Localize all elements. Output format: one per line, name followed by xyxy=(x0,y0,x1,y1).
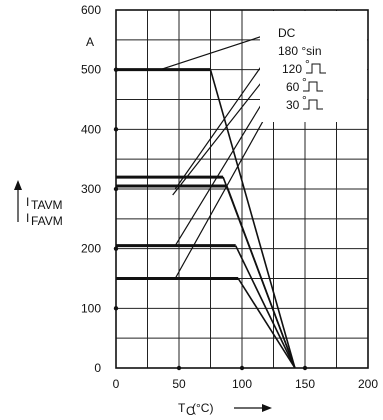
x-tick-dot xyxy=(302,365,308,371)
waveform-icon xyxy=(303,81,323,92)
x-tick-label: 200 xyxy=(358,377,378,391)
y-tick-dot xyxy=(113,246,119,251)
legend-label: 120 xyxy=(282,62,302,76)
y-tick-dot xyxy=(113,127,119,132)
series-derating xyxy=(234,245,296,369)
x-axis-arrow-head xyxy=(262,404,272,412)
legend-box xyxy=(260,11,367,122)
series-derating xyxy=(237,278,296,369)
y-tick-label: 300 xyxy=(81,182,101,196)
series-line xyxy=(116,277,296,369)
y-axis-arrow-head xyxy=(14,180,22,190)
y-tick-label: 0 xyxy=(94,361,101,375)
legend-label: DC xyxy=(278,26,296,40)
chart-ticks: 0 100 200 300 400 500 600 0 50 100 150 200 xyxy=(81,3,378,391)
leader-line xyxy=(174,50,273,190)
series-line xyxy=(116,184,296,369)
y-tick-label: 400 xyxy=(81,122,101,136)
legend-label: 30 xyxy=(286,98,300,112)
y-axis-sub-1: TAVM xyxy=(31,198,63,212)
y-unit-label: A xyxy=(86,35,94,49)
y-tick-label: 100 xyxy=(81,301,101,315)
leader-line xyxy=(174,104,273,279)
x-tick-dot xyxy=(176,365,182,371)
waveform-icon xyxy=(306,63,326,74)
legend-label: 60 xyxy=(286,80,300,94)
legend-label: 180 °sin xyxy=(278,44,322,58)
y-tick-label: 500 xyxy=(81,63,101,77)
x-tick-label: 0 xyxy=(113,377,120,391)
y-tick-dot xyxy=(113,67,119,72)
degree-icon: ° xyxy=(305,57,310,71)
x-tick-label: 50 xyxy=(172,377,186,391)
series-line xyxy=(116,244,296,369)
x-tick-label: 100 xyxy=(232,377,252,391)
leader-line xyxy=(172,68,273,196)
degree-icon: ° xyxy=(302,75,307,89)
y-tick-label: 600 xyxy=(81,3,101,17)
leader-line xyxy=(174,86,273,246)
x-tick-dot xyxy=(239,365,245,371)
x-axis-sub: C xyxy=(186,404,195,418)
x-axis-unit: (°C) xyxy=(192,401,213,415)
degree-icon: ° xyxy=(302,93,307,107)
series-derating xyxy=(226,185,296,369)
leader-line xyxy=(159,32,273,71)
waveform-icon xyxy=(303,99,323,110)
y-tick-label: 200 xyxy=(81,242,101,256)
chart-leaders xyxy=(159,32,273,279)
y-axis-label-2: I xyxy=(26,211,29,225)
y-axis-label-1: I xyxy=(26,195,29,209)
y-tick-dot xyxy=(113,186,119,192)
chart-series xyxy=(116,68,296,369)
y-axis-sub-2: FAVM xyxy=(31,214,63,228)
x-tick-label: 150 xyxy=(295,377,315,391)
x-axis-label: T xyxy=(178,401,186,415)
y-tick-dot xyxy=(113,306,119,311)
